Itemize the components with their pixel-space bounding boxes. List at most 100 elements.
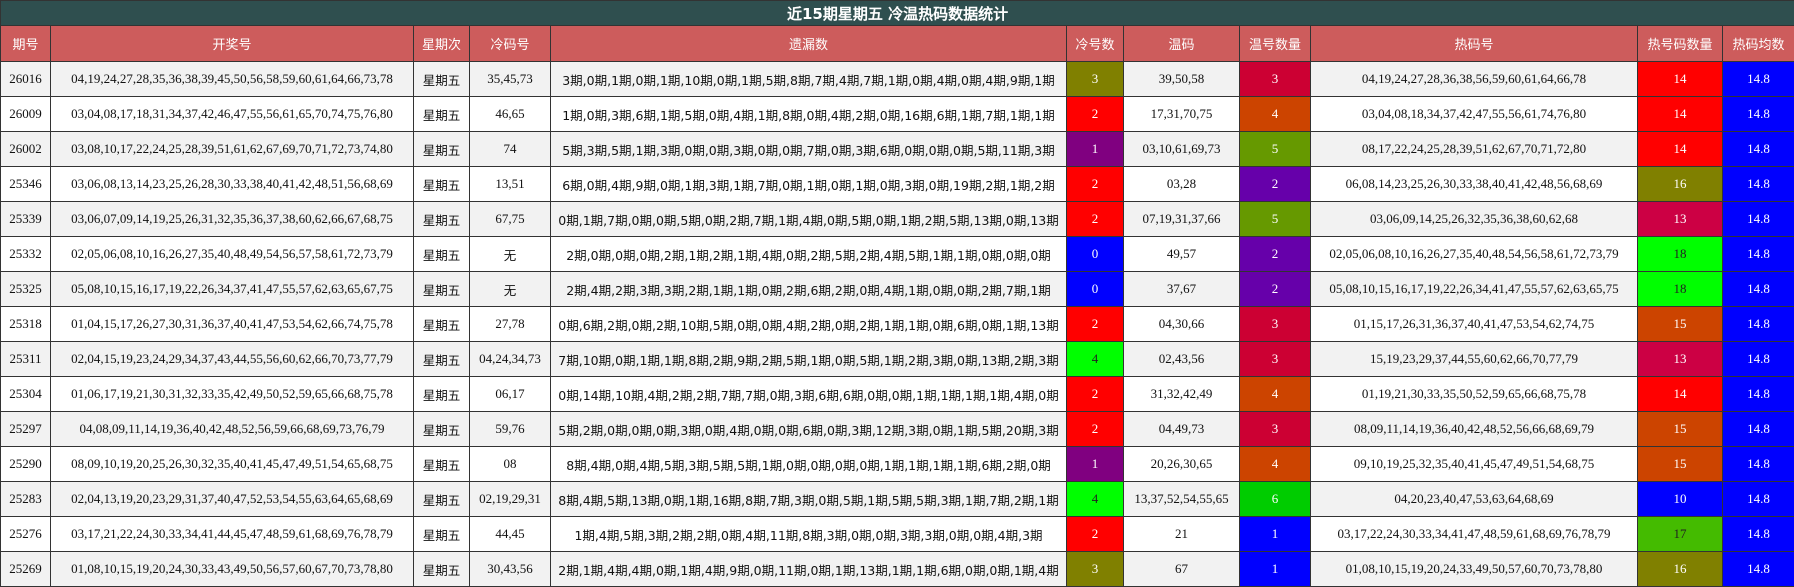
table-cell: 无 (469, 271, 551, 307)
table-cell: 02,05,06,08,10,16,26,27,35,40,48,54,56,5… (1310, 236, 1638, 272)
table-row: 26016 04,19,24,27,28,35,36,38,39,45,50,56… (0, 61, 1794, 97)
table-cell: 2 (1239, 166, 1311, 202)
table-cell: 5期,2期,0期,0期,0期,3期,0期,4期,0期,0期,6期,0期,3期,1… (550, 411, 1067, 447)
table-cell: 星期五 (413, 61, 470, 97)
table-cell: 17,31,70,75 (1123, 96, 1240, 132)
table-cell: 13,51 (469, 166, 551, 202)
table-cell: 4 (1239, 96, 1311, 132)
table-cell: 3 (1239, 411, 1311, 447)
table-cell: 星期五 (413, 166, 470, 202)
table-cell: 14.8 (1721, 236, 1794, 272)
table-cell: 25346 (0, 166, 51, 202)
table-cell: 27,78 (469, 306, 551, 342)
column-header: 开奖号 (50, 25, 414, 62)
table-cell: 5 (1239, 201, 1311, 237)
table-cell: 星期五 (413, 201, 470, 237)
table-cell: 0期,1期,7期,0期,0期,5期,0期,2期,7期,1期,4期,0期,5期,0… (550, 201, 1067, 237)
table-cell: 3 (1239, 61, 1311, 97)
table-cell: 13 (1637, 341, 1723, 377)
table-cell: 星期五 (413, 131, 470, 167)
table-cell: 14.8 (1721, 61, 1794, 97)
table-cell: 星期五 (413, 271, 470, 307)
table-cell: 03,17,21,22,24,30,33,34,41,44,45,47,48,5… (50, 516, 414, 552)
table-cell: 08 (469, 446, 551, 482)
table-cell: 25290 (0, 446, 51, 482)
table-row: 25311 02,04,15,19,23,24,29,34,37,43,44,55… (0, 341, 1794, 377)
table-cell: 37,67 (1123, 271, 1240, 307)
table-cell: 21 (1123, 516, 1240, 552)
table-cell: 2 (1239, 236, 1311, 272)
table-cell: 25276 (0, 516, 51, 552)
table-cell: 39,50,58 (1123, 61, 1240, 97)
table-cell: 4 (1066, 481, 1124, 517)
table-cell: 25304 (0, 376, 51, 412)
table-cell: 04,19,24,27,28,35,36,38,39,45,50,56,58,5… (50, 61, 414, 97)
table-cell: 0期,14期,10期,4期,2期,2期,7期,7期,0期,3期,6期,6期,0期… (550, 376, 1067, 412)
table-cell: 星期五 (413, 516, 470, 552)
table-cell: 1期,4期,5期,3期,2期,2期,0期,4期,11期,8期,3期,0期,0期,… (550, 516, 1067, 552)
table-cell: 06,08,14,23,25,26,30,33,38,40,41,42,48,5… (1310, 166, 1638, 202)
table-cell: 2 (1066, 96, 1124, 132)
table-cell: 6期,0期,4期,9期,0期,1期,3期,1期,7期,0期,1期,0期,1期,0… (550, 166, 1067, 202)
table-cell: 06,17 (469, 376, 551, 412)
table-cell: 星期五 (413, 341, 470, 377)
column-header: 期号 (0, 25, 51, 62)
table-cell: 02,04,13,19,20,23,29,31,37,40,47,52,53,5… (50, 481, 414, 517)
table-cell: 16 (1637, 551, 1723, 587)
table-cell: 14.8 (1721, 376, 1794, 412)
table-cell: 01,08,10,15,19,20,24,30,33,43,49,50,56,5… (50, 551, 414, 587)
table-cell: 20,26,30,65 (1123, 446, 1240, 482)
table-cell: 04,19,24,27,28,36,38,56,59,60,61,64,66,7… (1310, 61, 1638, 97)
table-cell: 03,04,08,18,34,37,42,47,55,56,61,74,76,8… (1310, 96, 1638, 132)
table-cell: 2 (1066, 201, 1124, 237)
table-cell: 星期五 (413, 411, 470, 447)
table-cell: 15,19,23,29,37,44,55,60,62,66,70,77,79 (1310, 341, 1638, 377)
table-cell: 26009 (0, 96, 51, 132)
table-cell: 14.8 (1721, 271, 1794, 307)
table-cell: 2 (1066, 166, 1124, 202)
table-cell: 14.8 (1721, 201, 1794, 237)
table-cell: 1 (1239, 551, 1311, 587)
table-cell: 05,08,10,15,16,17,19,22,26,34,41,47,55,5… (1310, 271, 1638, 307)
table-cell: 1期,0期,3期,6期,1期,5期,0期,4期,1期,8期,0期,4期,2期,0… (550, 96, 1067, 132)
table-row: 25318 01,04,15,17,26,27,30,31,36,37,40,41… (0, 306, 1794, 342)
table-cell: 59,76 (469, 411, 551, 447)
column-header: 热号码数量 (1637, 25, 1723, 62)
table-cell: 08,09,11,14,19,36,40,42,48,52,56,66,68,6… (1310, 411, 1638, 447)
column-header: 热码均数 (1721, 25, 1794, 62)
column-header: 温号数量 (1239, 25, 1311, 62)
column-header: 温码 (1123, 25, 1240, 62)
table-cell: 25311 (0, 341, 51, 377)
table-cell: 14 (1637, 61, 1723, 97)
table-cell: 04,49,73 (1123, 411, 1240, 447)
table-cell: 31,32,42,49 (1123, 376, 1240, 412)
table-row: 25283 02,04,13,19,20,23,29,31,37,40,47,52… (0, 481, 1794, 517)
table-cell: 13,37,52,54,55,65 (1123, 481, 1240, 517)
table-cell: 04,20,23,40,47,53,63,64,68,69 (1310, 481, 1638, 517)
table-cell: 14.8 (1721, 411, 1794, 447)
table-cell: 10 (1637, 481, 1723, 517)
table-cell: 4 (1239, 446, 1311, 482)
table-cell: 25269 (0, 551, 51, 587)
table-row: 25269 01,08,10,15,19,20,24,30,33,43,49,50… (0, 551, 1794, 587)
column-header: 星期次 (413, 25, 470, 62)
table-row: 25304 01,06,17,19,21,30,31,32,33,35,42,49… (0, 376, 1794, 412)
table-row: 25325 05,08,10,15,16,17,19,22,26,34,37,41… (0, 271, 1794, 307)
table-cell: 2 (1066, 516, 1124, 552)
table-cell: 无 (469, 236, 551, 272)
table-row: 26009 03,04,08,17,18,31,34,37,42,46,47,55… (0, 96, 1794, 132)
table-cell: 2 (1239, 271, 1311, 307)
table-cell: 01,15,17,26,31,36,37,40,41,47,53,54,62,7… (1310, 306, 1638, 342)
table-cell: 02,05,06,08,10,16,26,27,35,40,48,49,54,5… (50, 236, 414, 272)
table-cell: 13 (1637, 201, 1723, 237)
table-cell: 3期,0期,1期,0期,1期,10期,0期,1期,5期,8期,7期,4期,7期,… (550, 61, 1067, 97)
table-cell: 67 (1123, 551, 1240, 587)
table-row: 25297 04,08,09,11,14,19,36,40,42,48,52,56… (0, 411, 1794, 447)
table-cell: 2 (1066, 411, 1124, 447)
column-header: 遗漏数 (550, 25, 1067, 62)
table-cell: 49,57 (1123, 236, 1240, 272)
table-cell: 17 (1637, 516, 1723, 552)
table-cell: 星期五 (413, 446, 470, 482)
